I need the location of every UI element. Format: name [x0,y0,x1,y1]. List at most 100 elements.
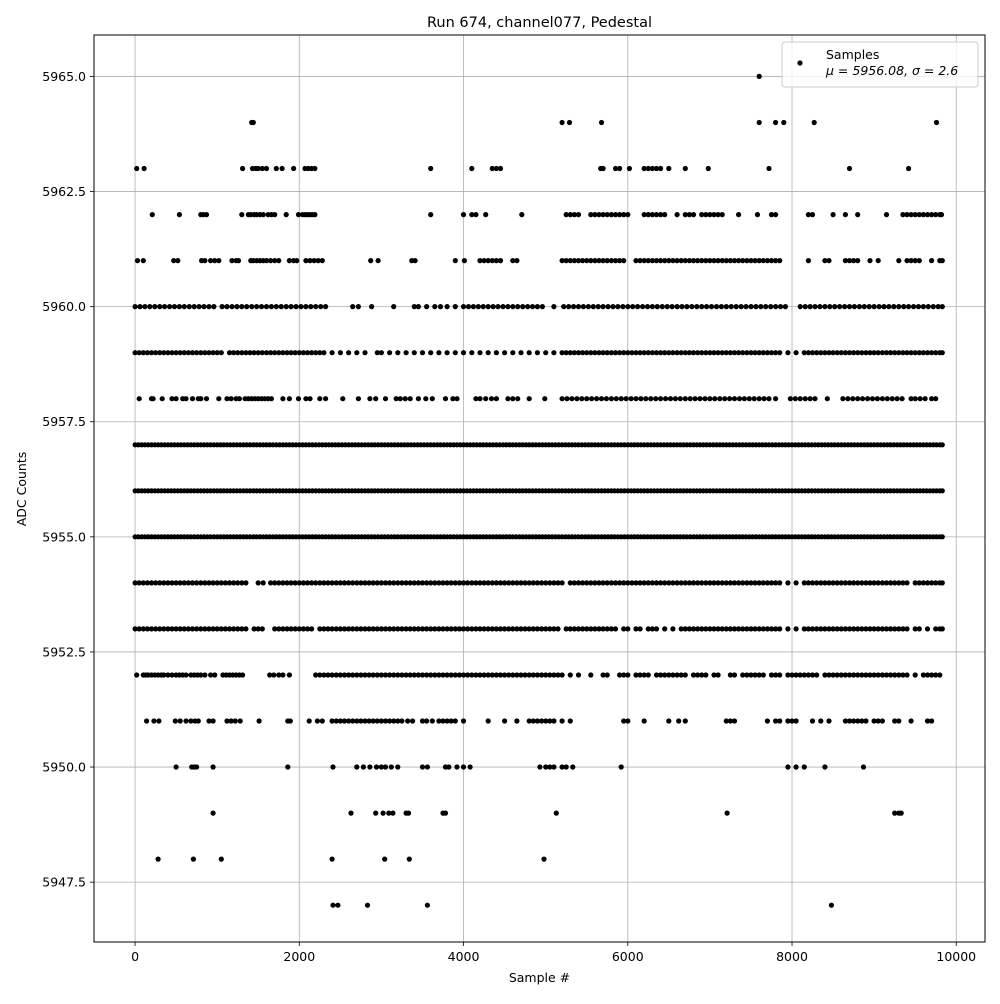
data-point [718,304,725,310]
data-point [534,304,541,310]
data-point [428,672,434,678]
data-point [136,396,142,402]
data-point [493,165,499,172]
data-point [534,580,541,586]
data-point [912,626,918,632]
data-point [899,396,905,402]
data-point [419,718,426,724]
data-point [846,304,853,310]
data-point [756,119,762,126]
data-point [526,350,532,356]
data-point [279,165,285,172]
data-point [542,396,548,402]
data-point [235,626,241,632]
data-point [350,718,356,724]
data-point [399,626,405,632]
data-point [424,304,430,310]
data-point [633,350,639,356]
data-point [579,396,585,402]
data-point [929,258,935,264]
data-point [933,396,939,402]
data-point [214,626,220,632]
data-point [460,718,467,724]
data-point [768,258,775,264]
data-point [933,626,939,632]
data-point [370,580,376,586]
y-tick-label: 5952.5 [42,644,86,659]
data-point [559,350,565,356]
data-point [505,304,511,310]
data-point [473,626,479,632]
data-point [473,396,479,402]
data-point [152,304,158,310]
data-point [731,718,738,724]
data-point [851,672,857,678]
data-point [863,350,869,356]
data-point [777,672,783,678]
data-point [617,165,623,172]
data-point [805,212,812,218]
data-point [519,212,525,218]
data-point [916,350,922,356]
data-point [658,580,664,586]
data-point [325,672,331,678]
data-point [250,119,256,126]
data-point [865,396,871,402]
data-point [222,580,228,586]
data-point [699,350,705,356]
data-point [736,396,743,402]
data-point [547,672,553,678]
data-point [600,626,606,632]
data-point [939,626,945,632]
data-point [485,258,491,264]
data-point [510,672,516,678]
data-point [699,212,705,218]
data-point [641,672,647,678]
data-point [670,626,676,632]
data-point [480,304,486,310]
data-point [588,212,594,218]
data-point [419,626,426,632]
data-point [645,165,651,172]
data-point [875,350,881,356]
data-point [436,350,442,356]
data-point [387,580,393,586]
data-point [896,258,902,264]
data-point [666,672,672,678]
data-point [738,304,744,310]
data-point [670,258,676,264]
data-point [617,258,623,264]
data-point [255,165,261,172]
data-point [704,304,710,310]
data-point [391,718,397,724]
data-point [604,580,610,586]
data-point [198,580,204,586]
data-point [875,718,881,724]
data-point [534,350,541,356]
data-point [148,626,155,632]
data-point [809,350,816,356]
data-point [432,672,438,678]
data-point [748,672,754,678]
data-point [429,396,435,402]
data-point [465,304,472,310]
data-point [875,672,881,678]
data-point [333,672,339,678]
data-point [485,718,491,724]
data-point [251,626,257,632]
data-point [834,626,840,632]
data-point [727,626,734,632]
data-point [177,718,183,724]
data-point [777,718,783,724]
data-point [768,212,775,218]
data-point [623,396,629,402]
data-point [329,672,335,678]
data-point [584,580,590,586]
data-point [567,350,573,356]
data-point [630,304,636,310]
data-point [592,626,598,632]
data-point [497,580,504,586]
data-point [493,672,499,678]
data-point [530,672,536,678]
data-point [667,396,674,402]
